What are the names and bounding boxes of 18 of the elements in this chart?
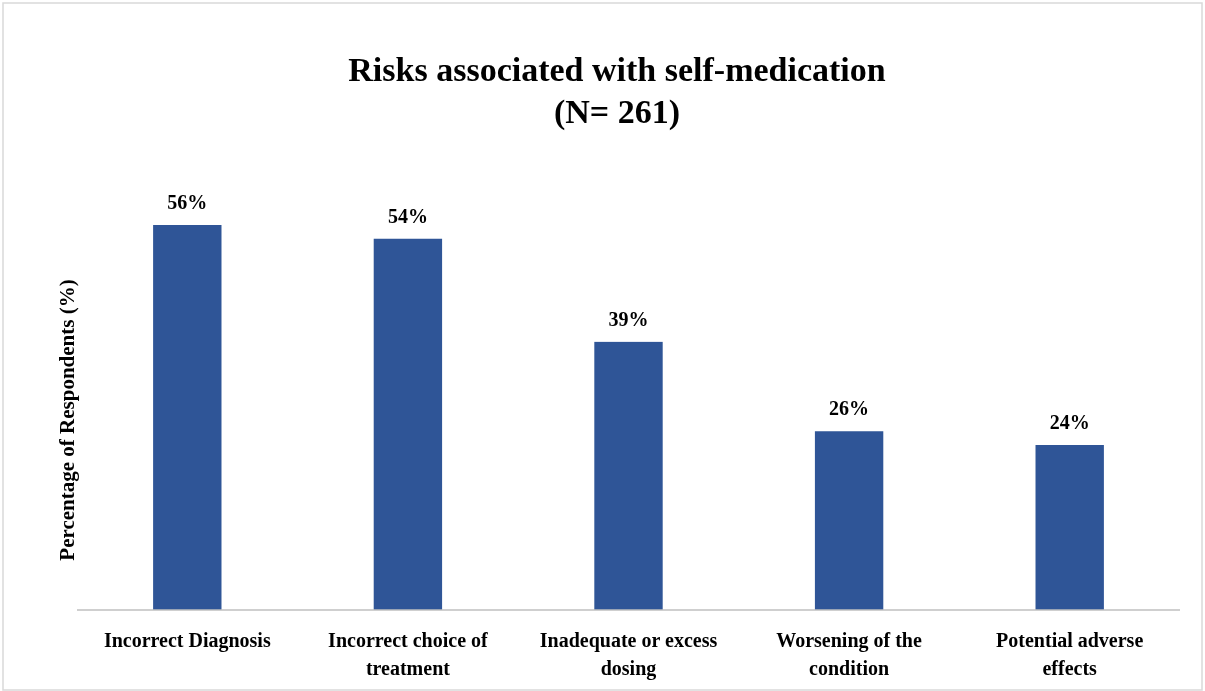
bar: [814, 431, 884, 610]
data-label: 56%: [167, 191, 208, 213]
data-label: 24%: [1049, 411, 1090, 433]
x-tick-label: Worsening of the condition: [776, 629, 922, 679]
bar: [594, 341, 663, 610]
data-label: 39%: [608, 307, 649, 330]
chart-subtitle: (N= 261): [553, 93, 681, 131]
chart-title: Risks associated with self-medication: [348, 51, 886, 88]
x-tick-label: Incorrect choice of treatment: [328, 629, 489, 679]
x-tick-label: Potential adverse effects: [996, 629, 1144, 679]
bar: [1035, 445, 1104, 610]
x-tick-label: Inadequate or excess dosing: [539, 629, 718, 680]
y-axis-title: Percentage of Respondents (%): [55, 279, 79, 561]
bar: [153, 225, 222, 610]
bar: [373, 238, 443, 610]
x-tick-label: Incorrect Diagnosis: [103, 629, 271, 652]
data-label: 26%: [829, 397, 870, 420]
data-label: 54%: [387, 204, 428, 227]
